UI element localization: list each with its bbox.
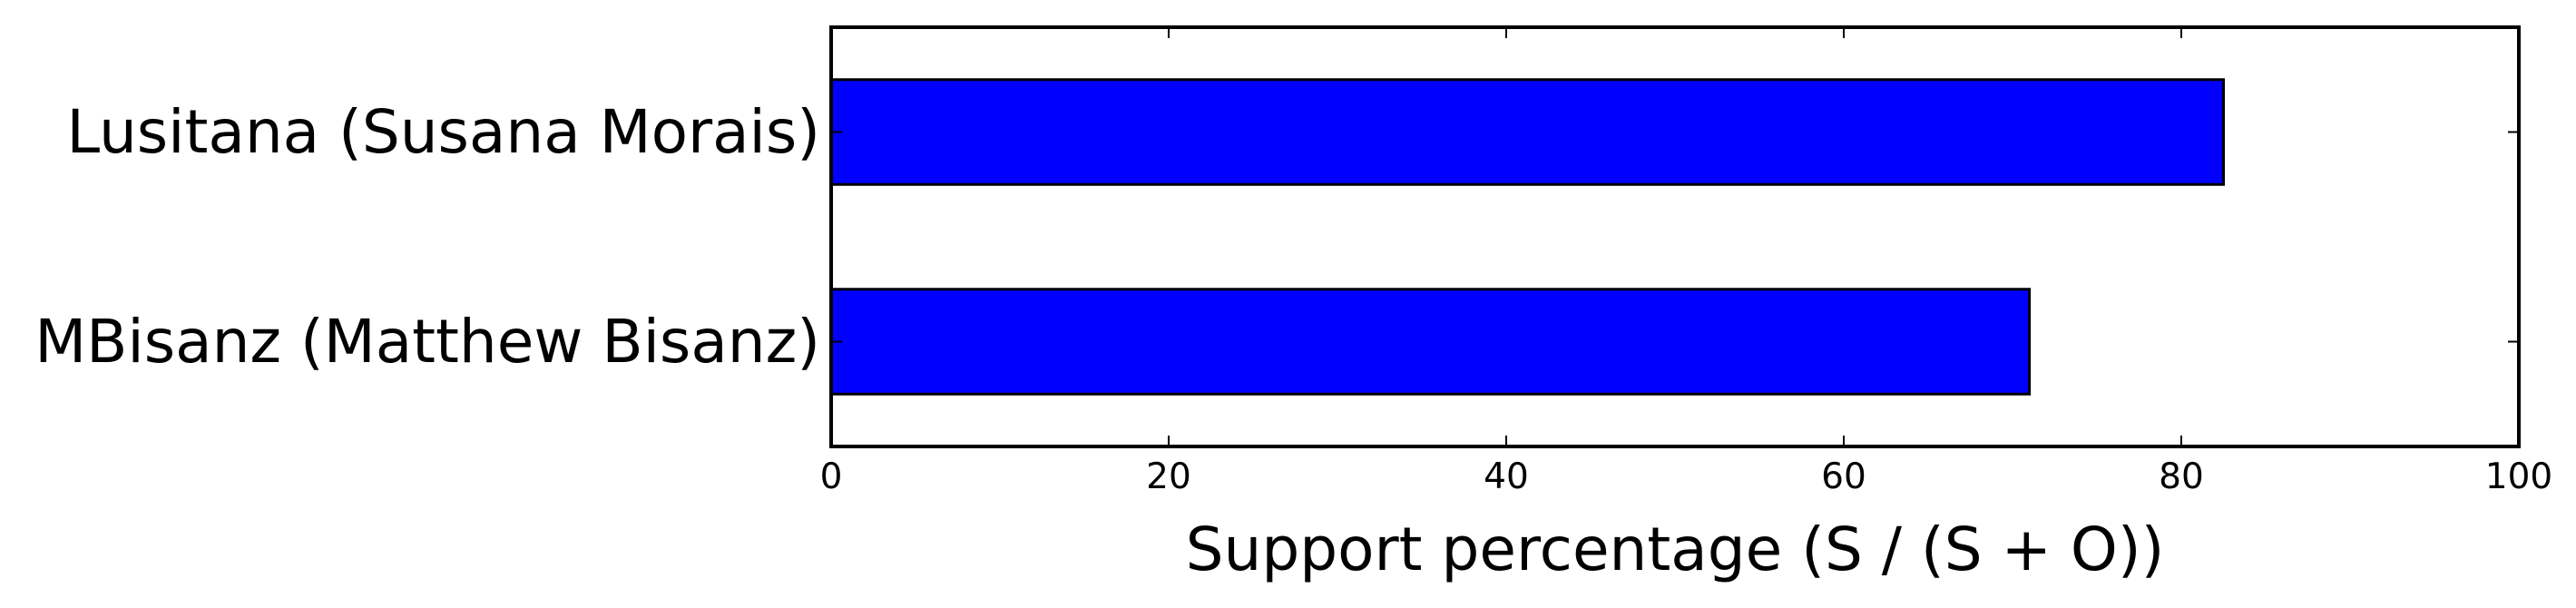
- bar-1: [829, 288, 2032, 396]
- x-tick-label-5: 100: [2485, 456, 2552, 497]
- x-tick-label-3: 60: [1821, 456, 1866, 497]
- x-tick-labels: 0 20 40 60 80 100: [820, 456, 2553, 497]
- y-tick-label-1: MBisanz (Matthew Bisanz): [34, 307, 820, 377]
- bars-layer: [829, 78, 2225, 396]
- x-tick-label-2: 40: [1484, 456, 1529, 497]
- bar-0: [829, 78, 2225, 186]
- x-tick-label-0: 0: [820, 456, 843, 497]
- plot-frame: [829, 25, 2521, 448]
- y-tick-labels: Lusitana (Susana Morais) MBisanz (Matthew…: [34, 97, 820, 377]
- y-tick-label-0: Lusitana (Susana Morais): [66, 97, 820, 167]
- x-tick-label-4: 80: [2159, 456, 2204, 497]
- x-axis-label: Support percentage (S / (S + O)): [1186, 515, 2165, 584]
- x-tick-label-1: 20: [1146, 456, 1191, 497]
